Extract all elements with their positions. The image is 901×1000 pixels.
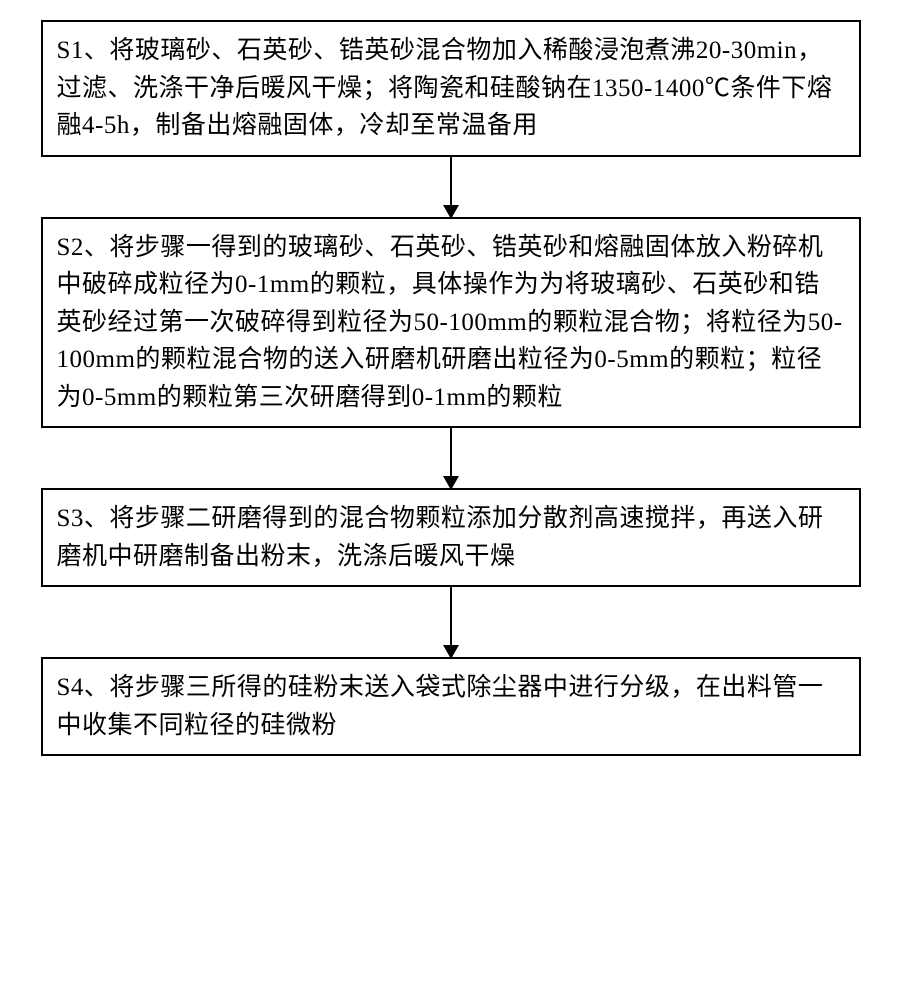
arrow-wrap-3	[41, 587, 861, 657]
flow-step-text: S3、将步骤二研磨得到的混合物颗粒添加分散剂高速搅拌，再送入研磨机中研磨制备出粉…	[57, 505, 824, 570]
flow-step-text: S2、将步骤一得到的玻璃砂、石英砂、锆英砂和熔融固体放入粉碎机中破碎成粒径为0-…	[57, 234, 843, 411]
arrow-icon	[450, 587, 452, 657]
flow-step-s2: S2、将步骤一得到的玻璃砂、石英砂、锆英砂和熔融固体放入粉碎机中破碎成粒径为0-…	[41, 217, 861, 429]
arrow-wrap-2	[41, 428, 861, 488]
flow-step-text: S1、将玻璃砂、石英砂、锆英砂混合物加入稀酸浸泡煮沸20-30min，过滤、洗涤…	[57, 37, 833, 139]
arrow-icon	[450, 157, 452, 217]
arrow-icon	[450, 428, 452, 488]
flow-step-s1: S1、将玻璃砂、石英砂、锆英砂混合物加入稀酸浸泡煮沸20-30min，过滤、洗涤…	[41, 20, 861, 157]
arrow-wrap-1	[41, 157, 861, 217]
flow-step-s3: S3、将步骤二研磨得到的混合物颗粒添加分散剂高速搅拌，再送入研磨机中研磨制备出粉…	[41, 488, 861, 587]
flow-step-text: S4、将步骤三所得的硅粉末送入袋式除尘器中进行分级，在出料管一中收集不同粒径的硅…	[57, 674, 824, 739]
flow-step-s4: S4、将步骤三所得的硅粉末送入袋式除尘器中进行分级，在出料管一中收集不同粒径的硅…	[41, 657, 861, 756]
